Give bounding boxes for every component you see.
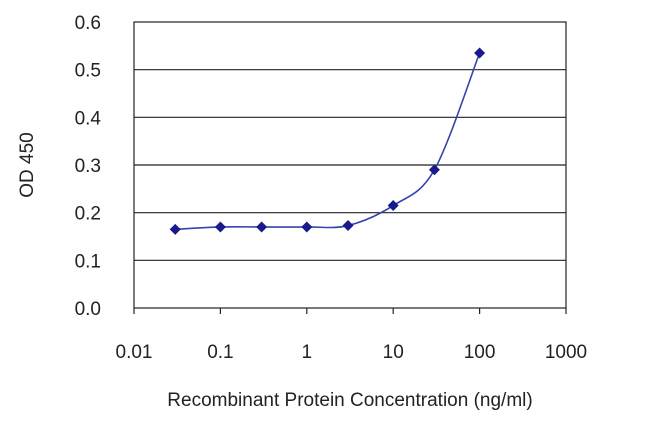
y-tick-label-0.2: 0.2 (75, 204, 101, 225)
x-tick-label-1000: 1000 (545, 342, 587, 363)
x-tick-label-1: 1 (302, 342, 313, 363)
gridlines (134, 69, 566, 261)
data-point-7 (474, 47, 486, 59)
y-tick-label-0.4: 0.4 (75, 108, 102, 129)
data-point-6 (428, 164, 440, 176)
x-tick-label-0.01: 0.01 (116, 342, 153, 363)
series-line (175, 52, 481, 231)
x-axis-title: Recombinant Protein Concentration (ng/ml… (167, 390, 532, 411)
data-point-1 (214, 221, 226, 233)
data-point-3 (301, 221, 313, 233)
data-markers (169, 47, 486, 235)
data-point-4 (342, 220, 354, 232)
y-tick-label-0.5: 0.5 (75, 61, 101, 82)
x-tick-label-10: 10 (383, 342, 404, 363)
x-tick-labels: 0.01 0.1 1 10 100 1000 (116, 308, 587, 363)
y-tick-label-0.0: 0.0 (75, 299, 101, 320)
data-point-0 (169, 223, 181, 235)
data-point-2 (256, 221, 268, 233)
data-point-5 (387, 200, 399, 212)
y-axis-title: OD 450 (17, 132, 38, 197)
y-tick-label-0.6: 0.6 (75, 13, 101, 34)
series-line-path (175, 52, 481, 231)
y-tick-labels: 0.0 0.1 0.2 0.3 0.4 0.5 0.6 (75, 13, 102, 320)
x-tick-label-100: 100 (464, 342, 496, 363)
x-tick-label-0.1: 0.1 (207, 342, 233, 363)
y-tick-label-0.3: 0.3 (75, 156, 101, 177)
y-tick-label-0.1: 0.1 (75, 251, 101, 272)
